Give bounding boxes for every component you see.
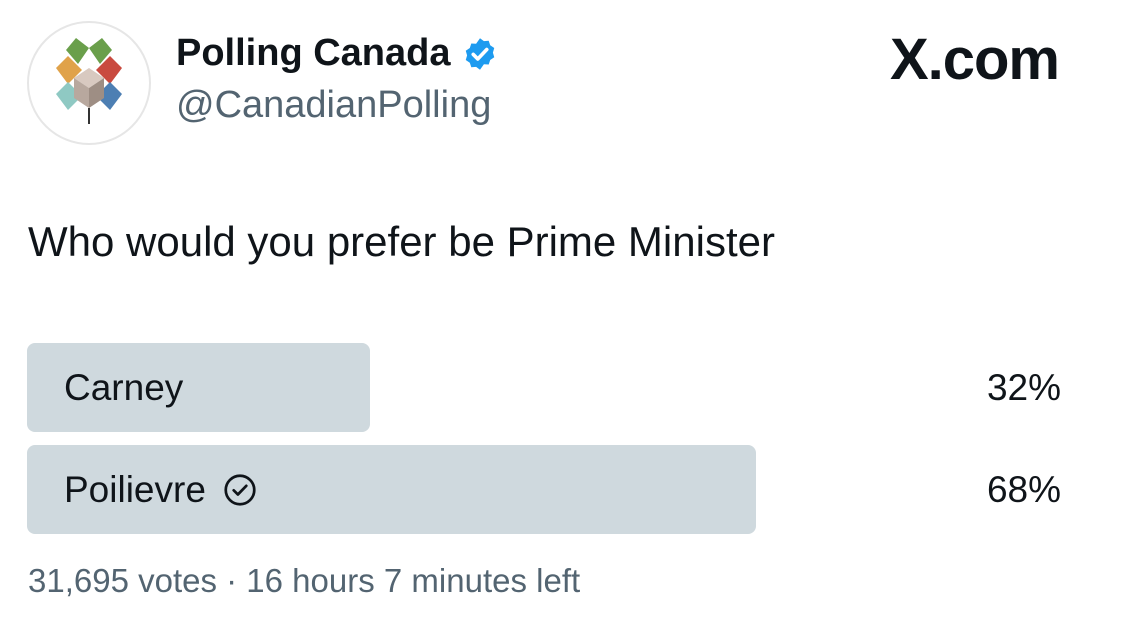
- poll-option: Poilievre 68%: [27, 445, 1099, 534]
- brand: X.com: [889, 27, 1060, 92]
- poll-percent: 68%: [986, 469, 1061, 510]
- verified-badge: [466, 37, 495, 70]
- poll-option: Carney 32%: [27, 343, 1099, 432]
- avatar: [27, 21, 151, 145]
- poll-option-label: Poilievre: [64, 469, 258, 511]
- tweet-text: Who would you prefer be Prime Minister: [28, 218, 775, 265]
- option-text: Poilievre: [64, 469, 206, 510]
- poll-bar: [27, 343, 371, 432]
- poll-percent: 32%: [986, 367, 1061, 408]
- option-text: Carney: [64, 367, 184, 408]
- poll-option-label: Carney: [64, 367, 183, 409]
- account-handle[interactable]: @CanadianPolling: [176, 84, 492, 126]
- account-name[interactable]: Polling Canada: [176, 32, 451, 74]
- poll-bar: [27, 445, 756, 534]
- poll-footer: 31,695 votes · 16 hours 7 minutes left: [28, 562, 581, 599]
- account-name-row: Polling Canada: [176, 32, 498, 75]
- winner-check: [224, 474, 256, 506]
